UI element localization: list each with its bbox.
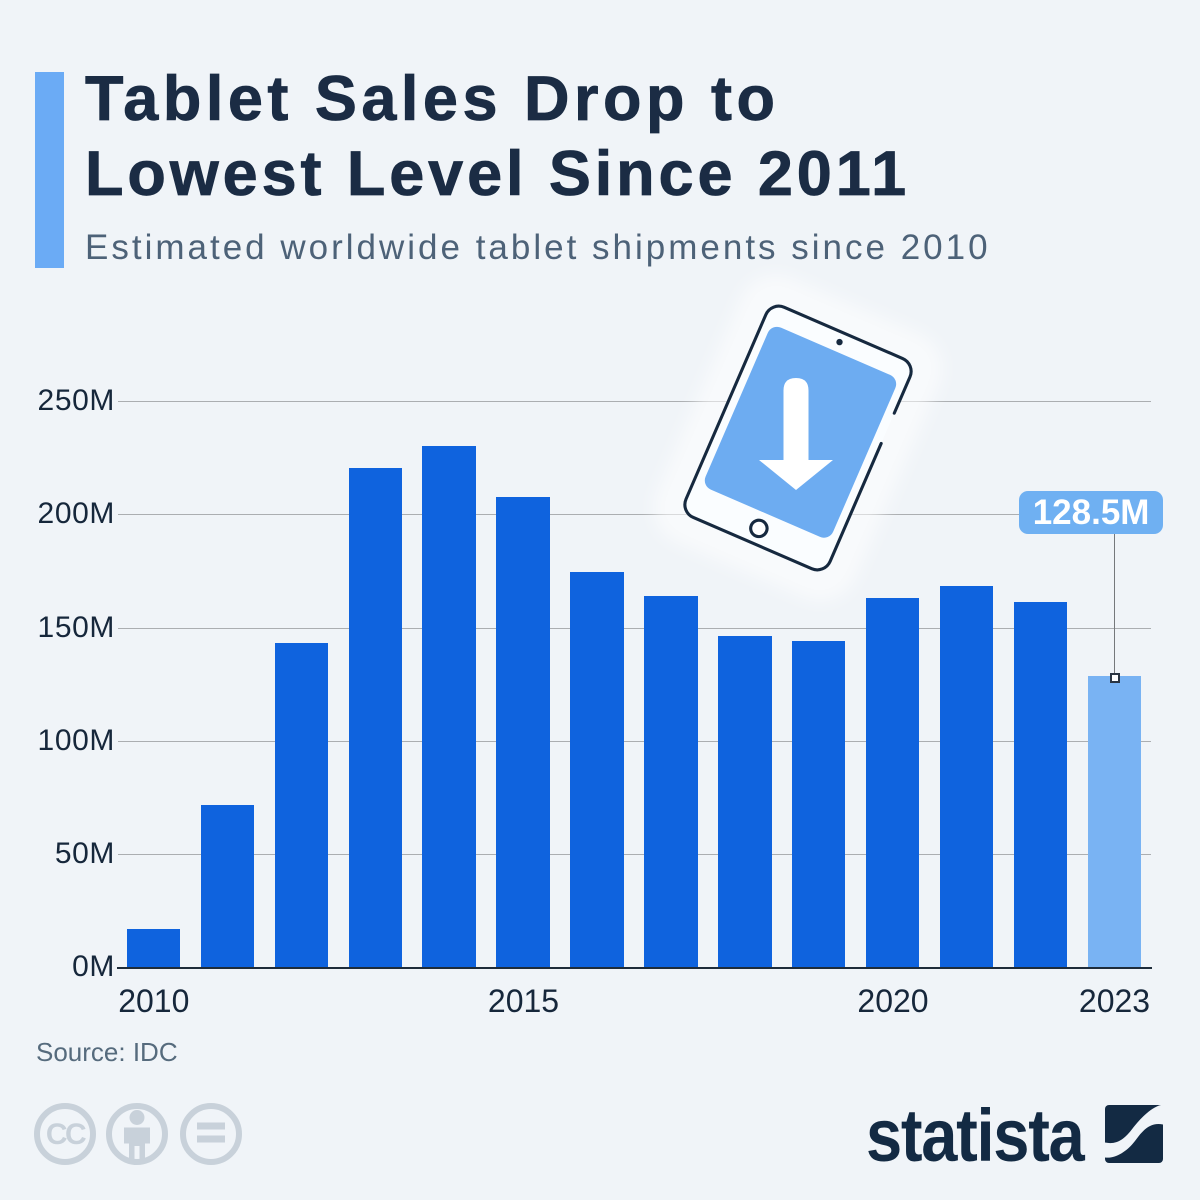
- svg-text:CC: CC: [46, 1118, 86, 1151]
